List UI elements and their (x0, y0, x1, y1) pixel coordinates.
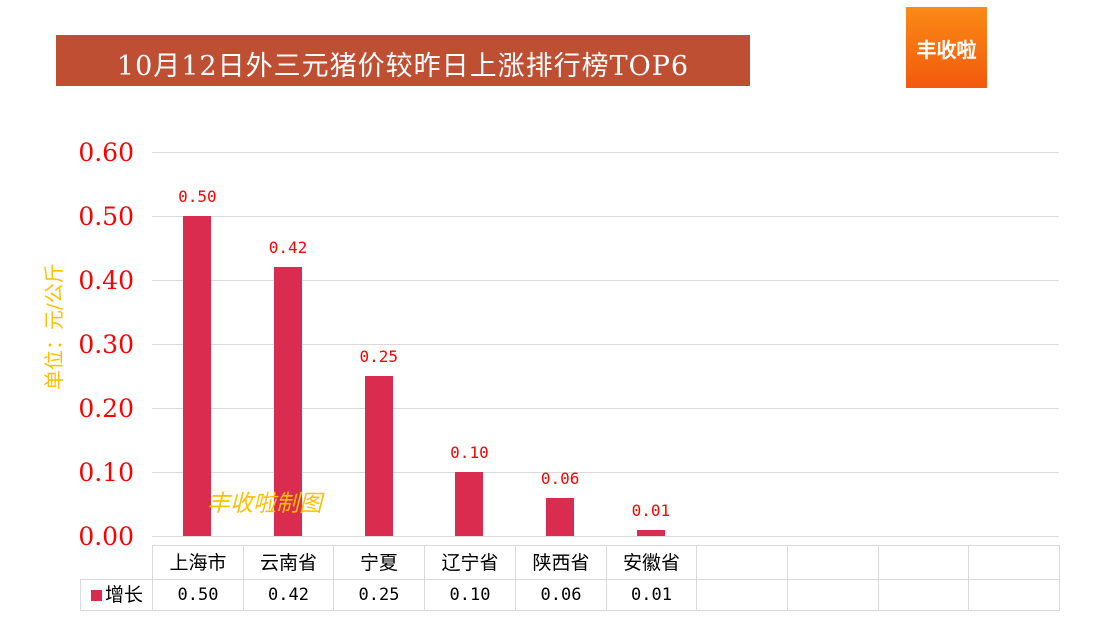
table-header-cell: 宁夏 (333, 545, 425, 580)
table-header-cell: 陕西省 (515, 545, 607, 580)
table-header-cell (968, 545, 1060, 580)
brand-logo-text: 丰收啦 (916, 38, 977, 62)
y-axis-label: 单位：元/公斤 (42, 263, 66, 390)
bar-data-label: 0.25 (359, 347, 399, 366)
table-value-cell (787, 579, 879, 611)
brand-logo: 丰收啦 (906, 7, 987, 88)
gridline (152, 344, 1059, 345)
table-header-cell (696, 545, 788, 580)
y-tick: 0.60 (78, 138, 134, 167)
table-value-cell: 0.06 (515, 579, 607, 611)
gridline (152, 152, 1059, 153)
bar (546, 497, 575, 536)
table-value-cell: 0.01 (606, 579, 697, 611)
gridline (152, 408, 1059, 409)
bar-data-label: 0.10 (450, 443, 489, 462)
y-tick: 0.10 (78, 458, 134, 487)
table-value-cell: 0.50 (152, 579, 244, 611)
legend-label: 增长 (105, 584, 144, 606)
table-value-cell (696, 579, 788, 611)
table-header-cell: 云南省 (243, 545, 334, 580)
bar-data-label: 0.42 (268, 238, 308, 258)
table-value-cell: 0.42 (243, 579, 334, 611)
table-header-cell: 上海市 (152, 545, 244, 580)
chart-title: 10月12日外三元猪价较昨日上涨排行榜TOP6 (116, 51, 690, 82)
table-value-cell (878, 579, 969, 611)
y-tick: 0.50 (78, 202, 134, 231)
y-tick: 0.30 (78, 330, 134, 359)
legend-cell: 增长 (80, 579, 153, 611)
table-value-cell: 0.10 (424, 579, 516, 611)
y-tick: 0.20 (78, 394, 134, 423)
bar (364, 376, 393, 536)
gridline (152, 472, 1059, 473)
gridline (152, 280, 1059, 281)
table-header-cell: 辽宁省 (424, 545, 516, 580)
x-axis-baseline (152, 536, 1059, 537)
table-value-cell (968, 579, 1060, 611)
table-header-cell (787, 545, 879, 580)
bar-data-label: 0.50 (178, 187, 217, 206)
table-value-cell: 0.25 (333, 579, 425, 611)
bar-data-label: 0.06 (540, 468, 580, 488)
y-tick: 0.00 (78, 522, 134, 551)
bar (274, 267, 303, 536)
table-header-cell (878, 545, 969, 580)
watermark: 丰收啦制图 (207, 491, 322, 517)
gridline (152, 216, 1059, 217)
table-header-cell: 安徽省 (606, 545, 697, 580)
title-banner: 10月12日外三元猪价较昨日上涨排行榜TOP6 (56, 35, 750, 86)
legend-swatch-icon (91, 590, 102, 601)
bar-data-label: 0.01 (631, 500, 671, 520)
y-tick: 0.40 (78, 266, 134, 295)
bar (636, 529, 665, 536)
bar (455, 472, 484, 536)
bar (183, 216, 212, 536)
